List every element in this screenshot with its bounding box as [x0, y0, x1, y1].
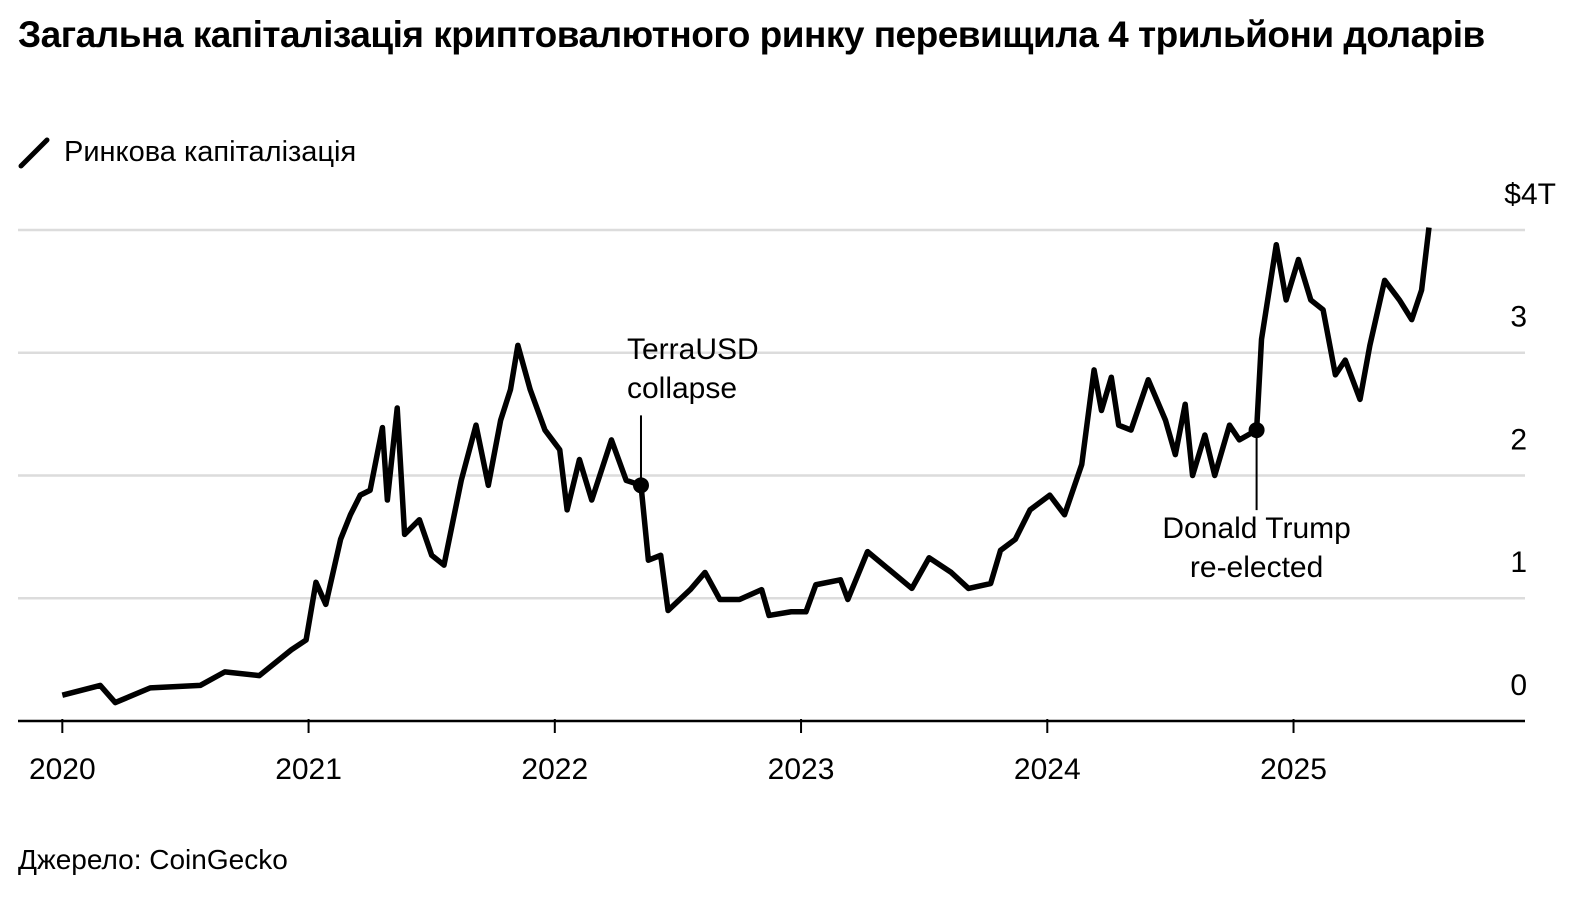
annotation-dot [632, 477, 649, 494]
x-tick-label: 2024 [1014, 753, 1081, 786]
legend-swatch [18, 137, 50, 168]
x-tick-label: 2022 [521, 753, 588, 786]
annotation-text: TerraUSD [627, 333, 759, 366]
chart-title: Загальна капіталізація криптовалютного р… [18, 14, 1485, 55]
data-line [61, 227, 1432, 706]
y-tick-label: 0 [1510, 669, 1527, 702]
annotation-dot [1248, 422, 1265, 439]
y-tick-label: 2 [1510, 423, 1527, 456]
y-tick-label: 3 [1510, 301, 1527, 334]
annotation-text: Donald Trump [1162, 512, 1350, 545]
source: Джерело: CoinGecko [18, 844, 288, 875]
x-tick-label: 2023 [768, 753, 835, 786]
legend: Ринкова капіталізація [18, 136, 356, 169]
y-tick-label: 1 [1510, 546, 1527, 579]
annotation-text: collapse [627, 372, 737, 405]
x-tick-label: 2020 [29, 753, 96, 786]
chart: 0 1 2 3 $4T 2020 2021 2022 2023 2024 2025 TerraUSD c… [18, 178, 1556, 786]
x-tick-label: 2025 [1260, 753, 1327, 786]
legend-label: Ринкова капіталізація [64, 136, 357, 168]
annotation-text: re-elected [1190, 551, 1323, 584]
x-tick-label: 2021 [275, 753, 342, 786]
y-tick-label: $4T [1504, 178, 1556, 211]
